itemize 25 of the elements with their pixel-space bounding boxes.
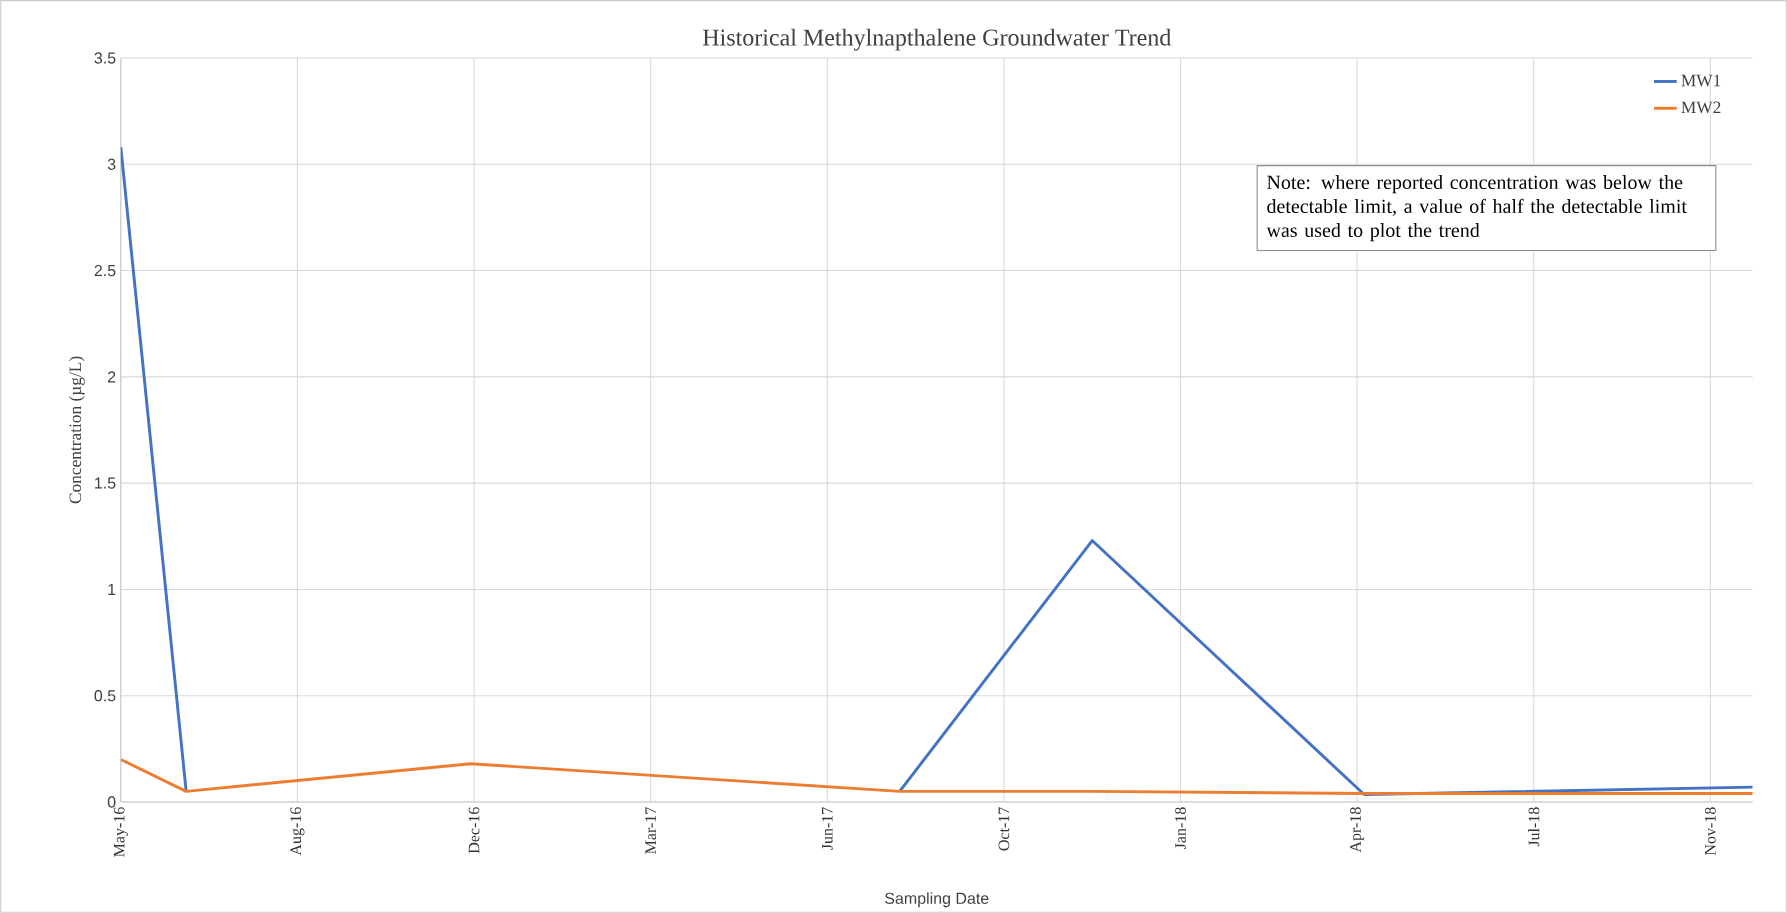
y-tick-label: 0.5 [94, 690, 116, 702]
x-tick-label: Jun-17 [821, 807, 833, 850]
chart-title: Historical Methylnapthalene Groundwater Trend [702, 28, 1172, 51]
y-tick-label: 3.5 [94, 52, 116, 64]
y-tick-label: 2 [108, 371, 116, 383]
x-tick-label: Mar-17 [645, 807, 656, 854]
annotation: Note: where reported concentration was below the detectable limit, a value of half the detectable limit was used to plot the trend [1266, 175, 1687, 242]
line-series [120, 758, 1753, 795]
x-tick-label: Apr-18 [1350, 807, 1365, 853]
legend-label: MW1 [1681, 74, 1721, 87]
x-tick-label: Jan-18 [1175, 807, 1186, 850]
x-tick-label: Nov-18 [1704, 807, 1716, 856]
y-axis-title: Concentration (µg/L) [68, 356, 85, 504]
y-tick-label: 2.5 [94, 264, 116, 277]
y-tick-label: 1 [108, 583, 116, 595]
x-tick-label: Jul-18 [1528, 807, 1540, 847]
x-axis-title: Sampling Date [885, 892, 989, 908]
y-tick-label: 0 [107, 796, 116, 808]
y-tick-label: 3 [107, 158, 116, 170]
y-tick-label: 1.5 [95, 477, 116, 489]
legend-label: MW2 [1681, 101, 1721, 114]
x-tick-label: Aug-16 [290, 807, 305, 856]
x-tick-label: May-16 [113, 807, 128, 857]
x-tick-label: Oct-17 [998, 807, 1010, 851]
x-tick-label: Dec-16 [468, 807, 480, 854]
